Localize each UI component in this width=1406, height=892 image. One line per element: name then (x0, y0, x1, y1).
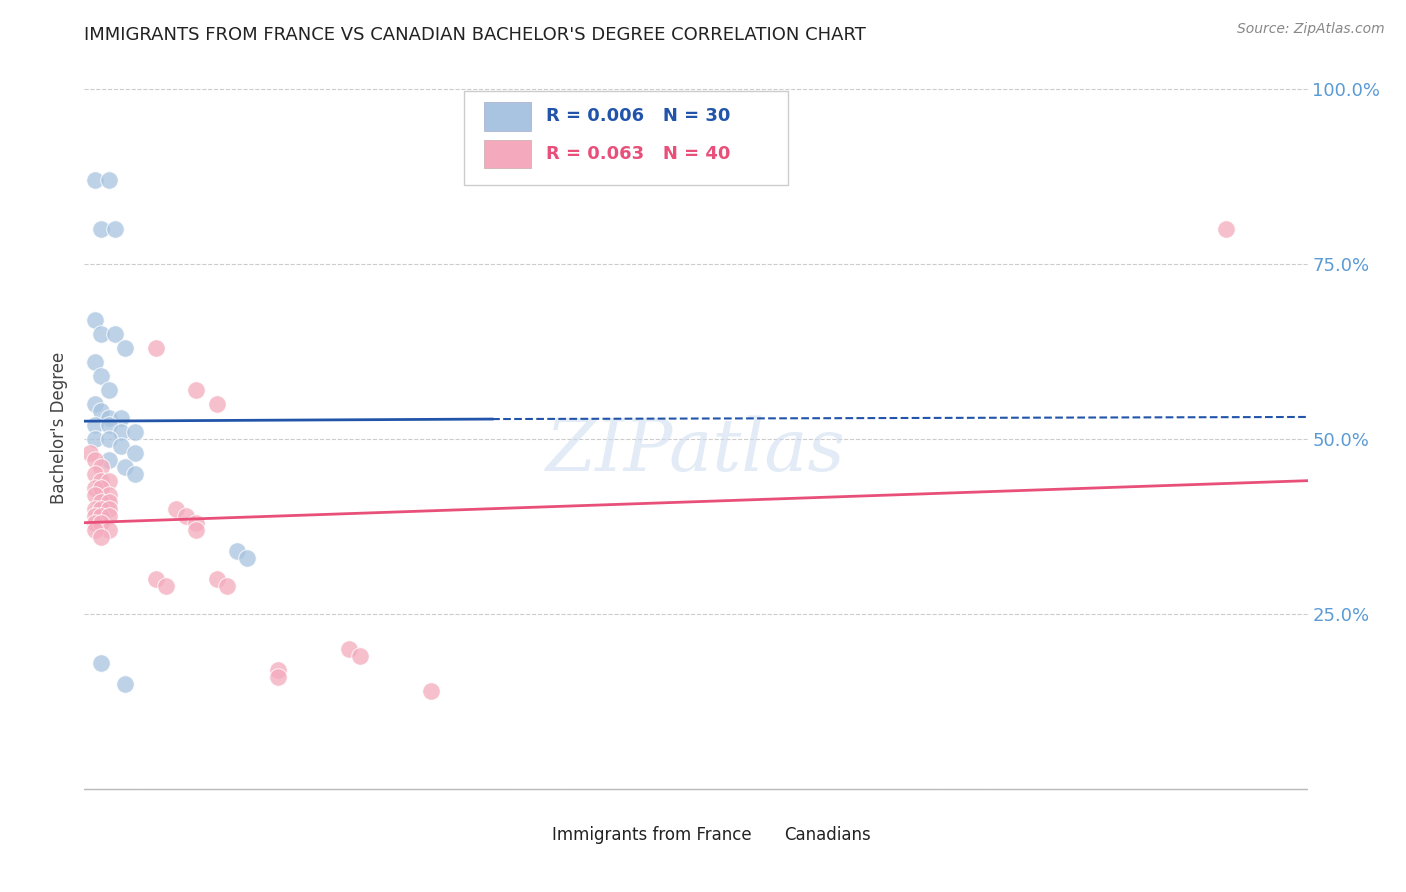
Point (104, 326, 127, 341)
Point (186, 383, 208, 397)
Point (145, 572, 167, 586)
Text: ZIPatlas: ZIPatlas (546, 416, 846, 486)
Point (226, 543, 249, 558)
Text: R = 0.063   N = 40: R = 0.063 N = 40 (546, 145, 730, 163)
Point (83, 481, 105, 495)
Point (90, 474, 112, 488)
Point (267, 670, 290, 684)
Point (110, 410, 132, 425)
Point (97, 501, 120, 516)
Point (114, 677, 136, 691)
Point (186, 523, 208, 537)
Point (155, 579, 177, 593)
Point (90, 501, 112, 516)
Point (97, 508, 120, 523)
Point (145, 341, 167, 355)
Point (124, 445, 146, 459)
Point (174, 508, 197, 523)
Point (267, 663, 290, 677)
Text: IMMIGRANTS FROM FRANCE VS CANADIAN BACHELOR'S DEGREE CORRELATION CHART: IMMIGRANTS FROM FRANCE VS CANADIAN BACHE… (84, 26, 866, 44)
FancyBboxPatch shape (464, 91, 787, 185)
Point (83, 501, 105, 516)
Point (114, 459, 136, 474)
Point (83, 432, 105, 446)
Text: Source: ZipAtlas.com: Source: ZipAtlas.com (1237, 22, 1385, 37)
Point (90, 656, 112, 670)
Point (83, 488, 105, 502)
Point (83, 312, 105, 326)
Text: Immigrants from France: Immigrants from France (551, 826, 751, 844)
Point (83, 508, 105, 523)
Point (97, 523, 120, 537)
Point (205, 397, 228, 411)
Point (83, 172, 105, 186)
Point (349, 648, 371, 663)
Point (83, 523, 105, 537)
Point (1215, 221, 1237, 235)
Point (83, 354, 105, 368)
Point (83, 467, 105, 481)
Point (83, 417, 105, 432)
Point (217, 579, 239, 593)
Point (110, 425, 132, 439)
Point (110, 439, 132, 453)
Point (186, 516, 208, 530)
Point (124, 425, 146, 439)
Y-axis label: Bachelor's Degree: Bachelor's Degree (51, 352, 69, 504)
Point (114, 341, 136, 355)
Point (97, 172, 120, 186)
Point (90, 516, 112, 530)
Bar (751, 831, 778, 855)
Point (236, 550, 259, 565)
Point (90, 459, 112, 474)
Point (97, 410, 120, 425)
Point (97, 452, 120, 467)
Point (420, 683, 443, 698)
Point (165, 501, 187, 516)
Point (339, 641, 361, 656)
Point (90, 403, 112, 417)
Bar (484, 140, 531, 169)
Point (83, 516, 105, 530)
Point (124, 467, 146, 481)
Point (97, 494, 120, 508)
Point (104, 221, 127, 235)
Point (97, 488, 120, 502)
Point (97, 432, 120, 446)
Text: R = 0.006   N = 30: R = 0.006 N = 30 (546, 107, 730, 126)
Text: Canadians: Canadians (785, 826, 870, 844)
Point (79, 445, 101, 459)
Point (97, 383, 120, 397)
Point (90, 494, 112, 508)
Point (90, 508, 112, 523)
Point (90, 481, 112, 495)
Point (90, 368, 112, 383)
Point (90, 326, 112, 341)
Bar (484, 103, 531, 131)
Point (90, 530, 112, 544)
Point (83, 452, 105, 467)
Point (97, 474, 120, 488)
Point (97, 417, 120, 432)
Point (205, 572, 228, 586)
Bar (519, 831, 546, 855)
Point (83, 397, 105, 411)
Point (90, 221, 112, 235)
